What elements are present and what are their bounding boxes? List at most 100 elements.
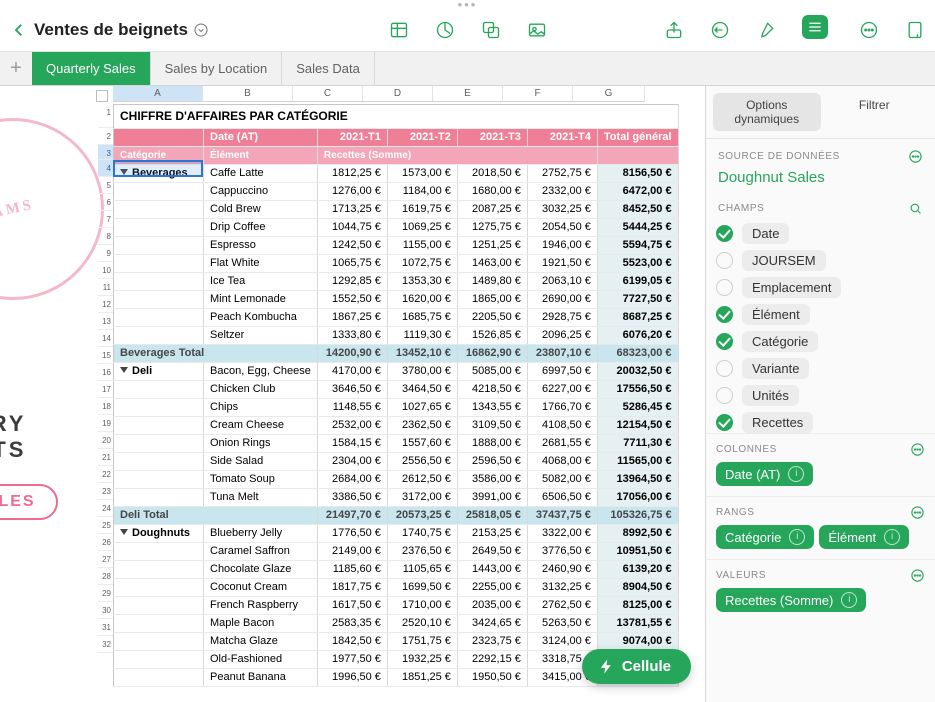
search-icon[interactable]	[908, 201, 923, 216]
row-header[interactable]: 10	[98, 262, 113, 279]
field-checkbox[interactable]	[716, 333, 733, 350]
insert-chart-icon[interactable]	[435, 20, 455, 40]
field-checkbox[interactable]	[716, 360, 733, 377]
field-chip[interactable]: Variante	[742, 358, 809, 379]
info-icon[interactable]: i	[788, 466, 804, 482]
row-header[interactable]: 28	[98, 568, 113, 585]
back-icon[interactable]	[10, 21, 28, 39]
row-header[interactable]: 30	[98, 602, 113, 619]
row-header[interactable]: 17	[98, 381, 113, 398]
row-header[interactable]: 20	[98, 432, 113, 449]
row-header[interactable]: 23	[98, 483, 113, 500]
field-row[interactable]: Unités	[716, 385, 925, 406]
field-chip[interactable]: Date	[742, 223, 789, 244]
sheet-tab[interactable]: Quarterly Sales	[32, 52, 151, 85]
insert-table-icon[interactable]	[389, 20, 409, 40]
row-header[interactable]: 7	[98, 211, 113, 228]
row-header[interactable]: 5	[98, 177, 113, 194]
row-header[interactable]: 24	[98, 500, 113, 517]
row-header[interactable]: 27	[98, 551, 113, 568]
more-icon[interactable]	[859, 20, 879, 40]
row-headers[interactable]: 1234567891011121314151617181920212223242…	[98, 104, 113, 653]
field-checkbox[interactable]	[716, 279, 733, 296]
row-header[interactable]: 11	[98, 279, 113, 296]
row-header[interactable]: 6	[98, 194, 113, 211]
field-checkbox[interactable]	[716, 225, 733, 242]
doc-title[interactable]: Ventes de beignets	[34, 20, 188, 40]
row-header[interactable]: 32	[98, 636, 113, 653]
undo-icon[interactable]	[710, 20, 730, 40]
field-row[interactable]: JOURSEM	[716, 250, 925, 271]
sheet-tab[interactable]: Sales by Location	[151, 52, 283, 85]
row-header[interactable]: 25	[98, 517, 113, 534]
field-checkbox[interactable]	[716, 414, 733, 431]
format-brush-icon[interactable]	[756, 20, 776, 40]
columns-more-icon[interactable]	[910, 442, 925, 457]
row-header[interactable]: 9	[98, 245, 113, 262]
row-header[interactable]: 13	[98, 313, 113, 330]
zone-pill[interactable]: Recettes (Somme)i	[716, 588, 866, 612]
column-header[interactable]: C	[293, 86, 363, 101]
row-header[interactable]: 14	[98, 330, 113, 347]
add-sheet-button[interactable]: +	[0, 52, 32, 85]
zone-pill[interactable]: Catégoriei	[716, 525, 814, 549]
field-row[interactable]: Recettes	[716, 412, 925, 433]
row-header[interactable]: 4	[98, 160, 113, 177]
field-chip[interactable]: JOURSEM	[742, 250, 826, 271]
rows-more-icon[interactable]	[910, 505, 925, 520]
row-header[interactable]: 1	[98, 104, 113, 128]
row-header[interactable]: 12	[98, 296, 113, 313]
field-row[interactable]: Date	[716, 223, 925, 244]
field-chip[interactable]: Recettes	[742, 412, 813, 433]
info-icon[interactable]: i	[884, 529, 900, 545]
field-checkbox[interactable]	[716, 306, 733, 323]
row-header[interactable]: 18	[98, 398, 113, 415]
window-grip[interactable]: •••	[0, 0, 935, 8]
insert-shape-icon[interactable]	[481, 20, 501, 40]
field-chip[interactable]: Emplacement	[742, 277, 841, 298]
column-header[interactable]: B	[203, 86, 293, 101]
column-headers[interactable]: ABCDEFG	[113, 86, 645, 102]
source-name[interactable]: Doughnut Sales	[718, 169, 923, 186]
field-row[interactable]: Emplacement	[716, 277, 925, 298]
panel-tab-options[interactable]: Options dynamiques	[713, 93, 821, 131]
source-more-icon[interactable]	[908, 149, 923, 164]
cell-fab[interactable]: Cellule	[582, 649, 691, 684]
doc-settings-icon[interactable]	[905, 20, 925, 40]
sheet-tab[interactable]: Sales Data	[282, 52, 375, 85]
insert-media-icon[interactable]	[527, 20, 547, 40]
row-header[interactable]: 21	[98, 449, 113, 466]
row-header[interactable]: 2	[98, 128, 113, 145]
row-header[interactable]: 29	[98, 585, 113, 602]
row-header[interactable]: 22	[98, 466, 113, 483]
row-header[interactable]: 19	[98, 415, 113, 432]
field-checkbox[interactable]	[716, 252, 733, 269]
column-header[interactable]: G	[573, 86, 645, 101]
organize-icon[interactable]	[802, 15, 828, 39]
field-row[interactable]: Élément	[716, 304, 925, 325]
column-header[interactable]: A	[113, 86, 203, 101]
field-chip[interactable]: Catégorie	[742, 331, 818, 352]
field-row[interactable]: Variante	[716, 358, 925, 379]
zone-pill[interactable]: Élémenti	[819, 525, 909, 549]
column-header[interactable]: E	[433, 86, 503, 101]
values-more-icon[interactable]	[910, 568, 925, 583]
info-icon[interactable]: i	[789, 529, 805, 545]
zone-pill[interactable]: Date (AT)i	[716, 462, 813, 486]
share-icon[interactable]	[664, 20, 684, 40]
field-checkbox[interactable]	[716, 387, 733, 404]
row-header[interactable]: 16	[98, 364, 113, 381]
panel-tab-filter[interactable]: Filtrer	[821, 93, 929, 131]
column-header[interactable]: D	[363, 86, 433, 101]
pivot-table[interactable]: CHIFFRE D'AFFAIRES PAR CATÉGORIEDate (AT…	[113, 104, 679, 687]
row-header[interactable]: 15	[98, 347, 113, 364]
field-row[interactable]: Catégorie	[716, 331, 925, 352]
chevron-down-icon[interactable]	[192, 21, 210, 39]
info-icon[interactable]: i	[841, 592, 857, 608]
field-chip[interactable]: Unités	[742, 385, 799, 406]
column-header[interactable]: F	[503, 86, 573, 101]
row-header[interactable]: 8	[98, 228, 113, 245]
select-all-handle[interactable]	[96, 90, 108, 102]
field-chip[interactable]: Élément	[742, 304, 810, 325]
row-header[interactable]: 31	[98, 619, 113, 636]
